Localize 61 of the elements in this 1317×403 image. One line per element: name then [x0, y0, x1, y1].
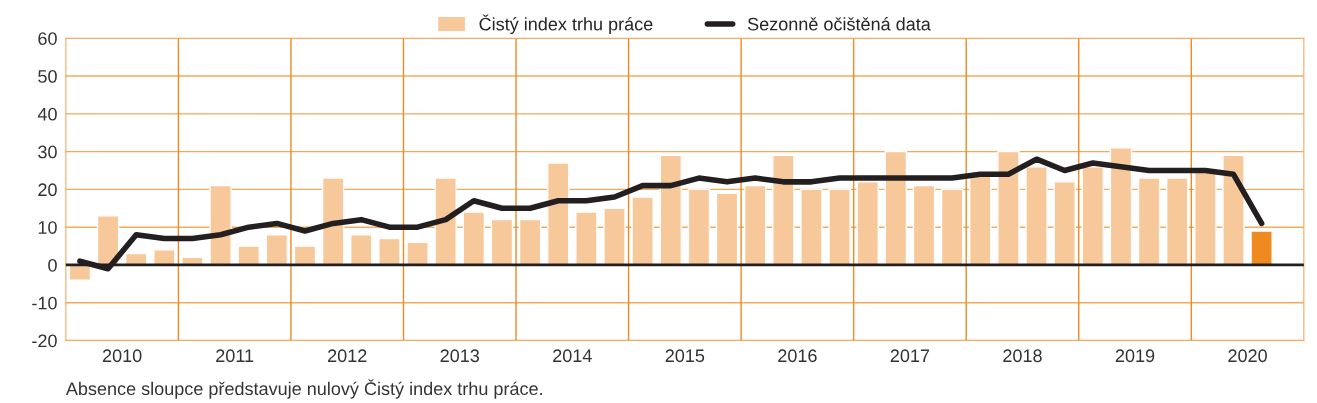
bar: [687, 188, 711, 266]
bar: [321, 177, 345, 266]
bar: [434, 177, 457, 266]
bar: [659, 154, 683, 266]
bar: [884, 150, 908, 266]
x-tick-label: 2013: [440, 349, 480, 363]
bar: [828, 188, 851, 266]
y-tick-label: 20: [38, 183, 57, 197]
y-tick-label: 0: [48, 258, 57, 272]
bar: [237, 245, 260, 266]
bar: [546, 162, 570, 266]
y-tick-label: 30: [38, 145, 57, 159]
y-tick-label: -10: [32, 296, 57, 310]
y-tick-label: 40: [37, 107, 57, 121]
y-tick-label: 50: [38, 70, 57, 83]
bar: [997, 150, 1020, 266]
y-tick-label: 60: [38, 32, 57, 46]
x-tick-label: 2010: [102, 349, 142, 363]
x-tick-label: 2011: [216, 349, 254, 363]
bar: [1165, 177, 1189, 266]
text: Absence sloupce představuje nulový Čistý index trhu práce.: [65, 379, 542, 399]
bar: [1250, 230, 1273, 266]
bar: [518, 218, 542, 266]
bar: [772, 154, 795, 266]
bar: [1222, 154, 1245, 266]
bar: [800, 188, 823, 266]
bar: [1025, 166, 1048, 266]
bar: [265, 234, 289, 266]
bar: [743, 184, 767, 266]
x-tick-label: 2015: [665, 349, 705, 363]
bar: [293, 245, 317, 266]
bar: [912, 184, 936, 266]
bar: [153, 249, 176, 266]
bar: [96, 215, 120, 266]
bar: [378, 237, 401, 266]
x-tick-label: 2017: [890, 349, 930, 363]
bar: [940, 188, 964, 266]
bar: [856, 181, 879, 266]
bar: [490, 218, 514, 266]
x-tick-label: 2019: [1115, 349, 1155, 363]
bar: [603, 207, 626, 266]
bar: [1137, 177, 1161, 266]
bar: [631, 196, 654, 266]
bar: [575, 211, 598, 266]
bar: [1081, 166, 1105, 266]
bar: [209, 184, 232, 266]
bar: [715, 192, 739, 266]
x-tick-label: 2020: [1228, 349, 1267, 363]
x-tick-label: 2014: [553, 349, 592, 363]
legend-label: Sezonně očištěná data: [747, 17, 931, 31]
y-tick-label: 10: [38, 221, 57, 234]
y-tick-label: -20: [32, 334, 57, 348]
x-tick-label: 2018: [1003, 349, 1042, 363]
bar: [350, 234, 373, 266]
x-tick-label: 2012: [328, 349, 367, 363]
x-tick-label: 2016: [778, 349, 817, 363]
bar: [462, 211, 486, 266]
bar: [1053, 181, 1076, 266]
bar: [406, 241, 429, 266]
bar: [1109, 147, 1133, 266]
legend-label: Čistý index trhu práce: [479, 14, 653, 35]
